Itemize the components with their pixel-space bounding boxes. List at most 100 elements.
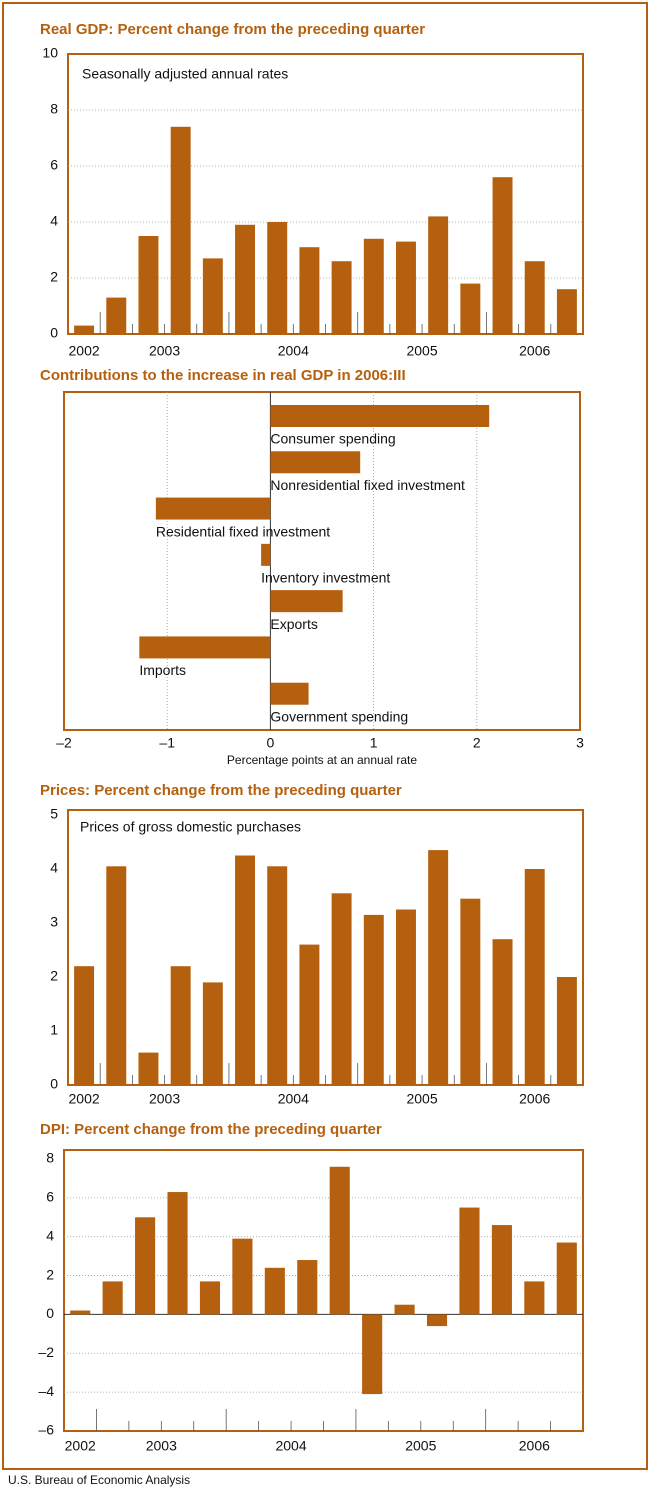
bar — [155, 497, 271, 520]
bar — [74, 325, 95, 334]
bar — [331, 893, 352, 1085]
y-tick-label: 6 — [50, 157, 58, 173]
bar — [232, 1238, 253, 1315]
bar — [270, 682, 309, 705]
chart-subtitle: Prices of gross domestic purchases — [80, 819, 301, 835]
y-tick-label: 0 — [46, 1305, 54, 1321]
bar — [235, 224, 256, 334]
bar-label: Exports — [270, 616, 317, 632]
bar — [426, 1314, 448, 1327]
x-tick-label: 2 — [473, 735, 481, 751]
bar — [138, 236, 159, 334]
y-tick-label: 4 — [50, 213, 58, 229]
bar — [139, 636, 271, 659]
x-group-label: 2005 — [405, 1438, 436, 1454]
bar — [235, 855, 256, 1085]
bar — [460, 283, 481, 334]
y-tick-label: 10 — [42, 45, 58, 61]
x-tick-label: 3 — [576, 735, 584, 751]
bar — [395, 909, 416, 1085]
bar — [492, 939, 513, 1085]
bar — [138, 1052, 159, 1085]
x-group-label: 2002 — [65, 1438, 96, 1454]
chart-title: Contributions to the increase in real GD… — [40, 367, 406, 384]
x-tick-label: 0 — [267, 735, 275, 751]
x-group-label: 2005 — [406, 1091, 437, 1107]
x-group-label: 2004 — [278, 343, 309, 359]
bar — [270, 590, 343, 613]
x-tick-label: –1 — [159, 735, 175, 751]
chart-title: DPI: Percent change from the preceding q… — [40, 1121, 382, 1138]
y-tick-label: –2 — [38, 1344, 54, 1360]
x-tick-label: 1 — [370, 735, 378, 751]
x-group-label: 2006 — [519, 343, 550, 359]
bar-label: Imports — [139, 662, 186, 678]
bar — [329, 1166, 350, 1315]
bar — [106, 297, 127, 334]
chart-title: Real GDP: Percent change from the preced… — [40, 21, 425, 38]
x-group-label: 2003 — [146, 1438, 177, 1454]
chart-title: Prices: Percent change from the precedin… — [40, 782, 402, 799]
bar — [202, 982, 223, 1085]
bar — [363, 238, 384, 334]
x-group-label: 2003 — [149, 343, 180, 359]
x-group-label: 2004 — [278, 1091, 309, 1107]
x-group-label: 2003 — [149, 1091, 180, 1107]
bar — [270, 451, 361, 474]
y-tick-label: 8 — [50, 101, 58, 117]
bar — [556, 977, 577, 1085]
bar — [170, 126, 191, 334]
y-tick-label: –6 — [38, 1422, 54, 1438]
x-axis-label: Percentage points at an annual rate — [227, 753, 417, 767]
bar — [199, 1281, 221, 1315]
bar — [106, 866, 127, 1085]
bar — [264, 1267, 285, 1315]
y-tick-label: 4 — [50, 860, 58, 876]
y-tick-label: 2 — [46, 1266, 54, 1282]
bar — [135, 1217, 156, 1315]
bar — [102, 1281, 123, 1315]
y-tick-label: 5 — [50, 806, 58, 822]
bar — [170, 966, 191, 1085]
bar — [524, 869, 545, 1085]
plot-frame — [63, 391, 581, 731]
y-tick-label: 2 — [50, 968, 58, 984]
footer: U.S. Bureau of Economic Analysis — [8, 1473, 190, 1487]
y-tick-label: 1 — [50, 1022, 58, 1038]
y-tick-label: 3 — [50, 914, 58, 930]
y-tick-label: 0 — [50, 1076, 58, 1092]
x-group-label: 2006 — [519, 1438, 550, 1454]
bar — [261, 543, 271, 566]
bar — [394, 1304, 415, 1315]
x-tick-label: –2 — [56, 735, 72, 751]
bar — [267, 866, 288, 1085]
bar — [270, 405, 490, 427]
bar — [202, 258, 223, 334]
chart-subtitle: Seasonally adjusted annual rates — [82, 66, 288, 82]
bar-label: Consumer spending — [270, 431, 395, 447]
bar — [331, 261, 352, 334]
bar — [428, 216, 449, 334]
bar — [74, 966, 95, 1085]
bar-label: Nonresidential fixed investment — [270, 477, 465, 493]
bar — [363, 914, 384, 1085]
bar — [167, 1192, 188, 1315]
bar — [299, 944, 320, 1085]
y-tick-label: –4 — [38, 1383, 54, 1399]
bar — [556, 1242, 577, 1315]
bar — [491, 1225, 512, 1315]
bar-label: Inventory investment — [261, 570, 390, 586]
x-group-label: 2002 — [69, 1091, 100, 1107]
bar — [362, 1314, 383, 1395]
bar — [556, 289, 577, 334]
bar — [267, 222, 288, 334]
x-group-label: 2005 — [406, 343, 437, 359]
bar — [299, 247, 320, 334]
bar — [459, 1207, 480, 1315]
bar — [297, 1260, 318, 1315]
y-tick-label: 2 — [50, 269, 58, 285]
y-tick-label: 8 — [46, 1150, 54, 1166]
bar — [492, 177, 513, 334]
